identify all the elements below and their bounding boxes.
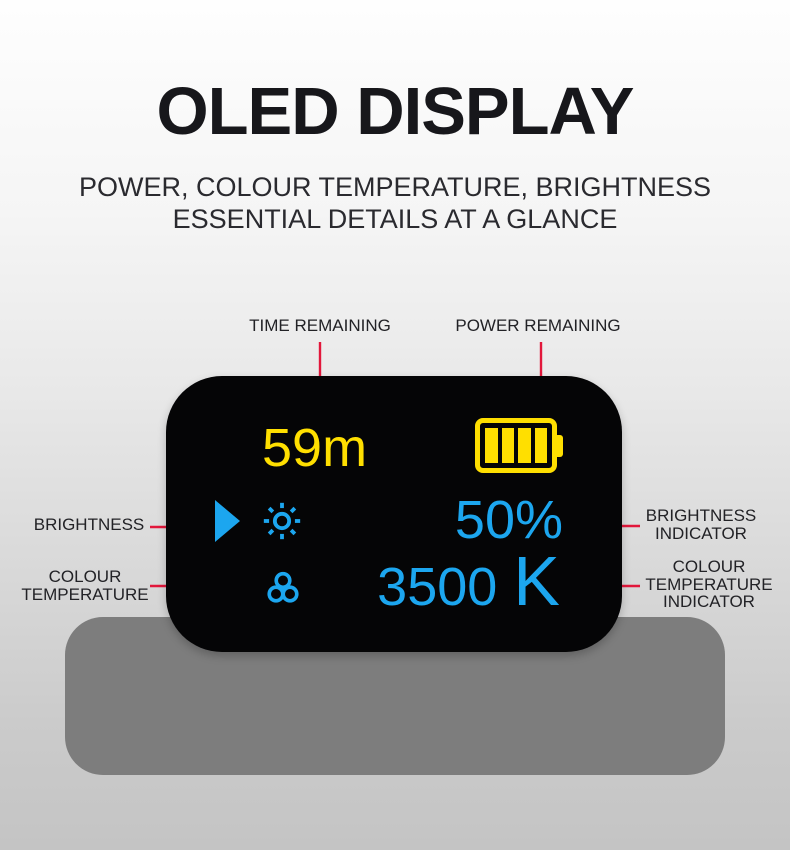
page-title: OLED DISPLAY [156,74,635,149]
oled-screen: 59m 50% [166,376,622,652]
colour-temperature-value: 3500 [377,557,498,617]
label-colour-temperature: COLOUR TEMPERATURE [21,568,148,603]
page-subtitle: POWER, COLOUR TEMPERATURE, BRIGHTNESS ES… [0,171,790,235]
battery-cell [518,428,531,463]
subtitle-line-2: ESSENTIAL DETAILS AT A GLANCE [172,204,618,234]
label-colour-temperature-indicator-line1: COLOUR [672,557,746,576]
play-icon [215,500,240,542]
label-colour-temperature-indicator-line3: INDICATOR [663,592,755,611]
colour-temperature-unit: K [513,542,560,620]
battery-terminal [556,434,563,457]
label-colour-temperature-line2: TEMPERATURE [21,584,149,604]
label-brightness: BRIGHTNESS [33,515,145,534]
label-brightness-indicator-line1: BRIGHTNESS [645,506,757,525]
label-power-remaining: POWER REMAINING [455,316,621,335]
battery-cell [534,428,547,463]
label-colour-temperature-indicator: COLOUR TEMPERATURE INDICATOR [645,558,772,611]
label-brightness-indicator: BRIGHTNESS INDICATOR [646,507,757,542]
label-colour-temperature-line1: COLOUR [48,567,122,586]
battery-icon [475,418,563,473]
label-time-remaining: TIME REMAINING [249,316,391,335]
colour-temperature-readout: 3500 K [377,546,560,616]
brightness-value: 50% [454,490,563,550]
time-remaining-value: 59m [262,418,368,478]
brightness-sun-icon [263,502,301,540]
label-colour-temperature-indicator-line2: TEMPERATURE [645,574,773,594]
colour-filter-icon [267,571,299,603]
battery-cell [485,428,498,463]
label-brightness-indicator-line2: INDICATOR [655,523,747,543]
subtitle-line-1: POWER, COLOUR TEMPERATURE, BRIGHTNESS [78,172,712,202]
battery-cell [501,428,514,463]
